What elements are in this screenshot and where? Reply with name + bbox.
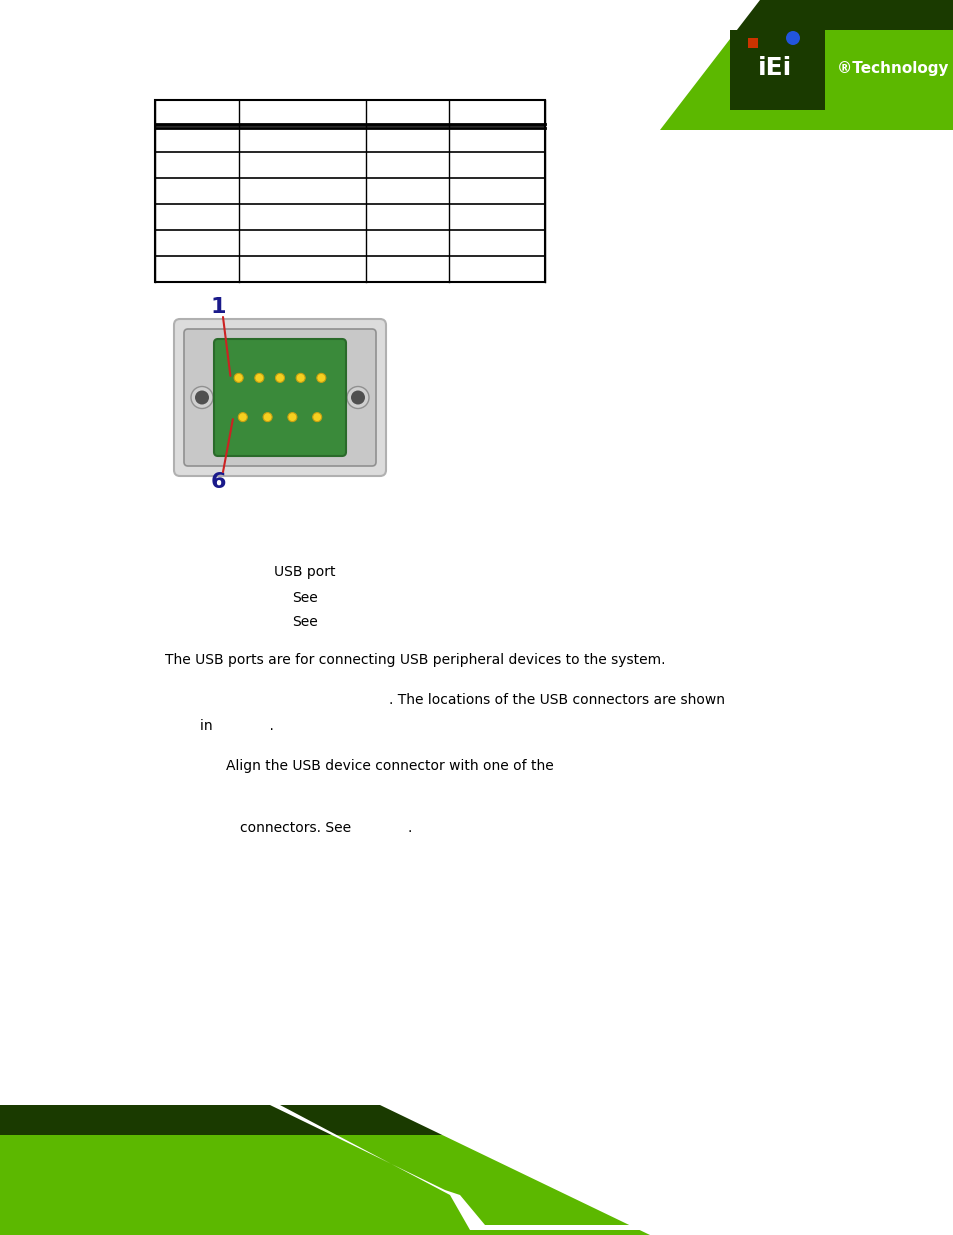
Circle shape bbox=[191, 387, 213, 409]
Bar bbox=[0, 1105, 953, 1135]
Circle shape bbox=[263, 412, 272, 421]
Circle shape bbox=[313, 412, 321, 421]
Text: The USB ports are for connecting USB peripheral devices to the system.: The USB ports are for connecting USB per… bbox=[165, 653, 665, 667]
Text: ®Technology Corp.: ®Technology Corp. bbox=[836, 61, 953, 75]
Text: 6: 6 bbox=[210, 472, 226, 492]
Text: in             .: in . bbox=[200, 719, 274, 734]
Circle shape bbox=[351, 390, 365, 405]
Bar bbox=[747, 38, 758, 48]
Circle shape bbox=[295, 373, 305, 383]
FancyBboxPatch shape bbox=[213, 338, 346, 456]
Bar bbox=[154, 100, 544, 282]
Circle shape bbox=[254, 373, 264, 383]
Bar bbox=[0, 0, 953, 130]
Circle shape bbox=[275, 373, 284, 383]
Text: connectors. See             .: connectors. See . bbox=[240, 821, 412, 835]
Bar bbox=[0, 1105, 953, 1235]
Text: 1: 1 bbox=[210, 296, 226, 317]
Circle shape bbox=[316, 373, 326, 383]
Circle shape bbox=[785, 31, 800, 44]
Text: See: See bbox=[292, 615, 317, 629]
Text: iEi: iEi bbox=[757, 56, 791, 80]
Circle shape bbox=[194, 390, 209, 405]
Text: See: See bbox=[292, 592, 317, 605]
FancyBboxPatch shape bbox=[184, 329, 375, 466]
Polygon shape bbox=[589, 0, 760, 130]
Polygon shape bbox=[379, 1105, 953, 1235]
Bar bbox=[729, 30, 824, 110]
Text: USB port: USB port bbox=[274, 564, 335, 579]
Text: . The locations of the USB connectors are shown: . The locations of the USB connectors ar… bbox=[389, 693, 724, 706]
Text: Align the USB device connector with one of the: Align the USB device connector with one … bbox=[226, 760, 554, 773]
Bar bbox=[0, 0, 953, 30]
Circle shape bbox=[238, 412, 247, 421]
FancyBboxPatch shape bbox=[173, 319, 386, 475]
Polygon shape bbox=[0, 0, 729, 130]
Circle shape bbox=[288, 412, 296, 421]
Polygon shape bbox=[230, 1105, 749, 1230]
Circle shape bbox=[347, 387, 369, 409]
Bar bbox=[0, 130, 953, 1105]
Circle shape bbox=[233, 373, 243, 383]
Bar bbox=[0, 35, 659, 52]
